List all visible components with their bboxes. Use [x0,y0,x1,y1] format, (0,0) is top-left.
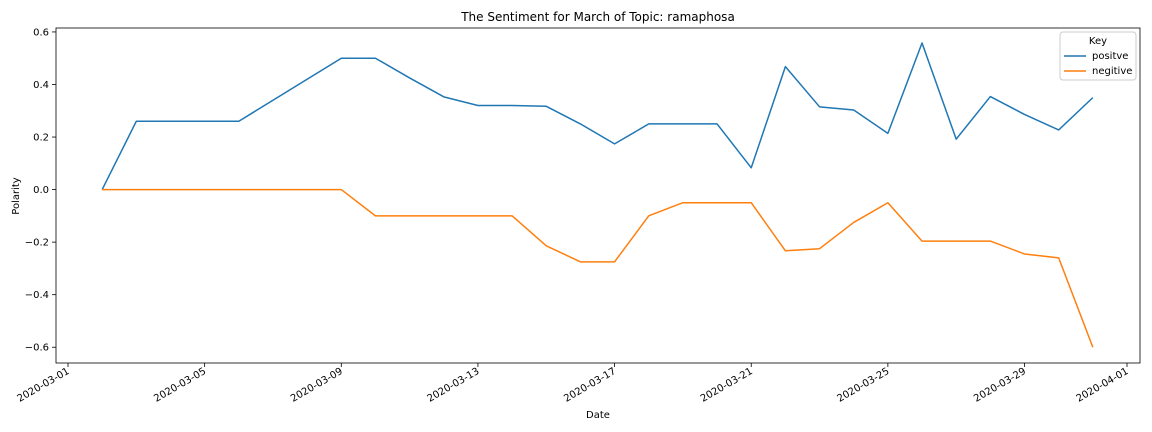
y-tick-label: 0.4 [33,80,49,91]
x-tick-label: 2020-03-25 [836,366,892,405]
y-tick-label: −0.2 [25,238,49,249]
x-tick-label: 2020-03-09 [289,366,345,405]
plot-frame [55,27,1141,364]
x-tick-label: 2020-03-21 [699,366,755,405]
series-line-positve [101,42,1094,190]
x-tick-label: 2020-03-17 [562,366,618,405]
x-axis-title: Date [586,410,610,421]
series-line-negitive [102,188,1094,348]
x-axis: 2020-03-01 2020-03-05 2020-03-09 2020-03-13… [16,363,1131,405]
x-tick-label: 2020-03-29 [972,366,1028,405]
y-axis: −0.6 −0.4 −0.2 0.0 0.2 0.4 0.6 [25,27,56,354]
x-tick-label: 2020-03-05 [152,366,208,405]
x-tick-label: 2020-04-01 [1075,366,1131,405]
y-tick-label: 0.6 [33,27,49,38]
y-tick-label: 0.2 [33,133,49,144]
legend: Key positve negitive [1059,31,1137,81]
x-tick-label: 2020-03-13 [426,366,482,405]
chart-title: The Sentiment for March of Topic: ramaph… [460,10,735,24]
series-lines [101,42,1094,348]
legend-box [1059,31,1137,81]
y-axis-title: Polarity [11,177,22,215]
y-tick-label: −0.4 [25,290,49,301]
x-tick-label: 2020-03-01 [16,366,72,405]
legend-label-negitive: negitive [1092,66,1132,77]
legend-title: Key [1089,36,1107,47]
y-tick-label: −0.6 [25,343,49,354]
y-tick-label: 0.0 [33,185,49,196]
legend-label-positve: positve [1092,51,1128,62]
